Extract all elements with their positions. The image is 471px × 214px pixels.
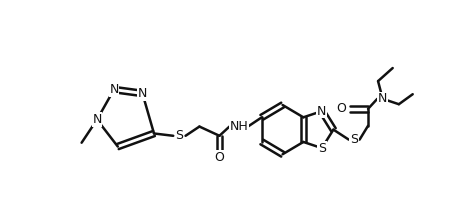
Text: N: N [92, 113, 102, 126]
Text: S: S [350, 133, 358, 146]
Text: O: O [336, 102, 346, 115]
Text: NH: NH [229, 120, 248, 133]
Text: N: N [109, 83, 119, 96]
Text: O: O [214, 151, 224, 164]
Text: S: S [175, 129, 183, 142]
Text: S: S [318, 142, 326, 155]
Text: N: N [378, 92, 387, 105]
Text: N: N [138, 87, 147, 100]
Text: N: N [317, 105, 326, 118]
